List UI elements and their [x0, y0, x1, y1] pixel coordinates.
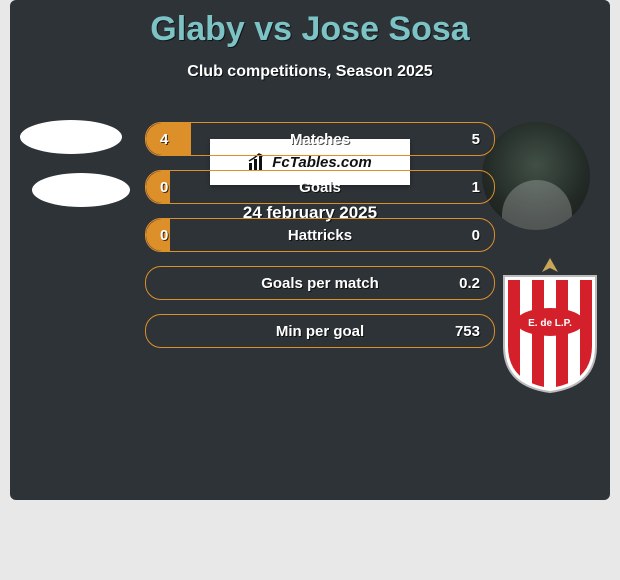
page-title: Glaby vs Jose Sosa	[10, 10, 610, 49]
comparison-card: Glaby vs Jose Sosa Club competitions, Se…	[10, 0, 610, 500]
stat-row: Matches4 5	[145, 122, 495, 156]
stat-value-right: 0	[472, 219, 480, 251]
stat-value-right: 1	[472, 171, 480, 203]
player1-club-placeholder	[32, 173, 130, 207]
player2-club-badge: E. de L.P.	[500, 258, 600, 394]
stat-value-left: 4	[160, 123, 168, 155]
stat-label: Goals	[146, 171, 494, 203]
stat-label: Min per goal	[146, 315, 494, 347]
stat-value-left: 0	[160, 171, 168, 203]
stat-value-right: 0.2	[459, 267, 480, 299]
stats-list: Matches45Goals01Hattricks00Goals per mat…	[145, 122, 495, 362]
stat-row: Goals0 1	[145, 170, 495, 204]
stat-row: Min per goal753	[145, 314, 495, 348]
stat-label: Hattricks	[146, 219, 494, 251]
stat-row: Goals per match0.2	[145, 266, 495, 300]
stat-value-right: 753	[455, 315, 480, 347]
player2-avatar	[482, 122, 590, 230]
player1-avatar-placeholder	[20, 120, 122, 154]
stat-value-right: 5	[472, 123, 480, 155]
stat-row: Hattricks0 0	[145, 218, 495, 252]
stat-label: Matches	[146, 123, 494, 155]
star-icon	[542, 258, 558, 272]
stat-value-left: 0	[160, 219, 168, 251]
stat-label: Goals per match	[146, 267, 494, 299]
club-badge-text: E. de L.P.	[528, 318, 572, 329]
subtitle: Club competitions, Season 2025	[10, 63, 610, 81]
